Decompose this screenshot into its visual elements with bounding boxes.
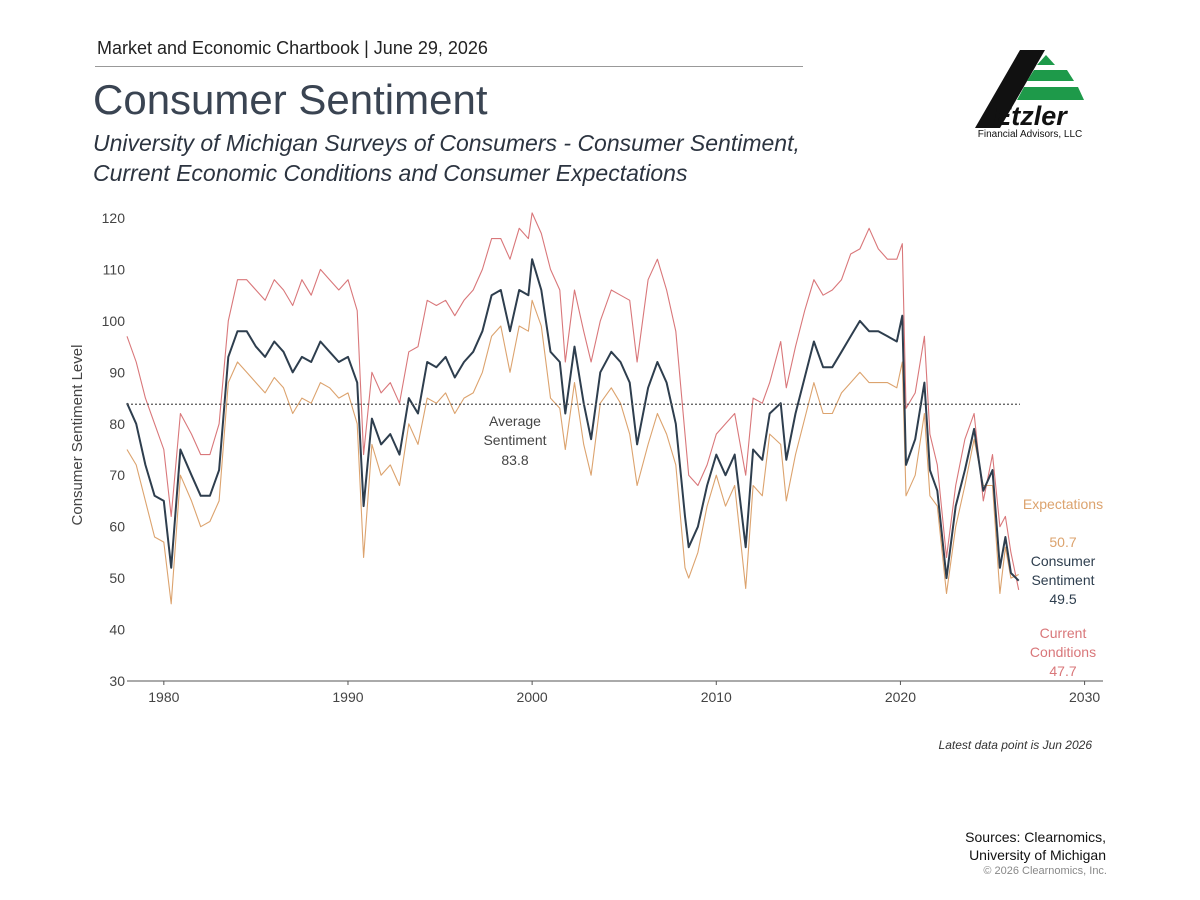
sources: University of Michigan — [969, 847, 1106, 863]
y-tick-label: 40 — [109, 622, 125, 638]
logo: Etzler Financial Advisors, LLC — [975, 50, 1084, 140]
series-end-value: 49.5 — [1049, 591, 1077, 607]
x-tick-label: 2030 — [1069, 689, 1100, 705]
x-tick-label: 2000 — [517, 689, 548, 705]
y-tick-label: 70 — [109, 467, 125, 483]
average-value: 83.8 — [501, 452, 529, 468]
y-tick-label: 50 — [109, 570, 125, 586]
series-label: Current Conditions — [1029, 625, 1097, 660]
subtitle: Current Economic Conditions and Consumer… — [93, 160, 688, 186]
logo-mark — [1027, 70, 1074, 81]
series-label: Expectations — [1022, 496, 1104, 512]
x-tick-label: 1990 — [332, 689, 363, 705]
header: Market and Economic Chartbook | June 29,… — [97, 38, 488, 58]
series-line — [126, 258, 1020, 582]
logo-tagline: Financial Advisors, LLC — [978, 129, 1083, 140]
series-end-value: 47.7 — [1049, 663, 1077, 679]
y-tick-label: 100 — [102, 313, 126, 329]
y-tick-label: 110 — [103, 261, 126, 277]
y-tick-label: 90 — [109, 364, 125, 380]
x-tick-label: 2020 — [885, 689, 916, 705]
logo-mark — [975, 50, 1045, 128]
series-label: Consumer Sentiment — [1030, 553, 1096, 588]
x-tick-label: 2010 — [701, 689, 732, 705]
y-tick-label: 30 — [109, 673, 125, 689]
average-label: Average Sentiment — [475, 412, 555, 450]
y-tick-label: 60 — [109, 519, 125, 535]
data-note: Latest data point is Jun 2026 — [938, 738, 1092, 752]
series-end-value: 50.7 — [1049, 534, 1077, 550]
y-tick-label: 80 — [109, 416, 125, 432]
series-line — [126, 299, 1019, 605]
y-axis-label: Consumer Sentiment Level — [69, 345, 86, 526]
logo-name: Etzler — [993, 101, 1068, 131]
series-line — [126, 212, 1020, 591]
copyright: © 2026 Clearnomics, Inc. — [983, 865, 1107, 877]
y-tick-label: 120 — [102, 210, 126, 226]
x-tick-label: 1980 — [148, 689, 179, 705]
logo-mark — [1017, 87, 1084, 100]
logo-mark — [1037, 55, 1055, 65]
sources: Sources: Clearnomics, — [965, 829, 1106, 845]
subtitle: University of Michigan Surveys of Consum… — [93, 130, 800, 156]
title: Consumer Sentiment — [93, 76, 488, 123]
header-rule — [95, 66, 803, 67]
